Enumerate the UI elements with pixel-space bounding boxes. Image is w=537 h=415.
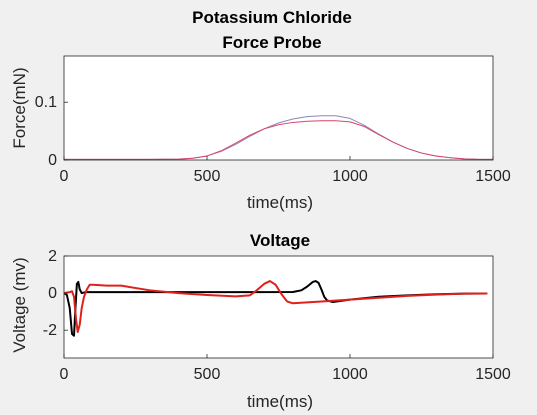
force-x-axis-label: time(ms): [247, 193, 313, 212]
force-x-tick-label: 1000: [332, 168, 368, 185]
voltage-y-tick-label: 0: [48, 285, 57, 302]
force-title-line2: Force Probe: [222, 33, 321, 52]
voltage-x-tick-label: 500: [194, 366, 221, 383]
force-subplot: Potassium Chloride Force Probe 0 500 1000 1…: [10, 8, 511, 212]
voltage-y-axis-label: Voltage (mv): [10, 257, 29, 352]
voltage-x-ticks: 0 500 1000 1500: [60, 354, 511, 383]
voltage-axes-box: [63, 255, 494, 359]
voltage-x-axis-label: time(ms): [247, 392, 313, 411]
voltage-x-tick-label: 1500: [475, 366, 511, 383]
force-series-line-2: [64, 120, 493, 160]
voltage-series-group: [63, 280, 488, 337]
voltage-y-tick-label: 2: [48, 248, 57, 265]
force-y-ticks: 00.1: [35, 94, 68, 169]
voltage-y-ticks: -2 0 2: [43, 248, 68, 339]
voltage-title: Voltage: [250, 231, 310, 250]
force-x-tick-label: 500: [194, 168, 221, 185]
voltage-subplot: Voltage 0 500 1000 1500 -2 0 2 time(ms) Volta…: [10, 231, 511, 411]
force-x-tick-label: 1500: [475, 168, 511, 185]
force-axes-box: [63, 55, 494, 161]
voltage-series-line-2: [63, 280, 488, 334]
force-x-tick-label: 0: [60, 168, 69, 185]
voltage-plot-area: [64, 256, 493, 358]
voltage-x-tick-label: 0: [60, 366, 69, 383]
force-y-axis-label: Force(mN): [10, 67, 29, 148]
force-title-line1: Potassium Chloride: [192, 8, 352, 27]
voltage-y-tick-label: -2: [43, 322, 57, 339]
force-plot-area: [64, 56, 493, 160]
force-series-group: [64, 115, 493, 160]
force-x-ticks: 0 500 1000 1500: [60, 156, 511, 185]
force-y-tick-label: 0.1: [35, 94, 57, 111]
force-y-tick-label: 0: [48, 152, 57, 169]
voltage-x-tick-label: 1000: [332, 366, 368, 383]
